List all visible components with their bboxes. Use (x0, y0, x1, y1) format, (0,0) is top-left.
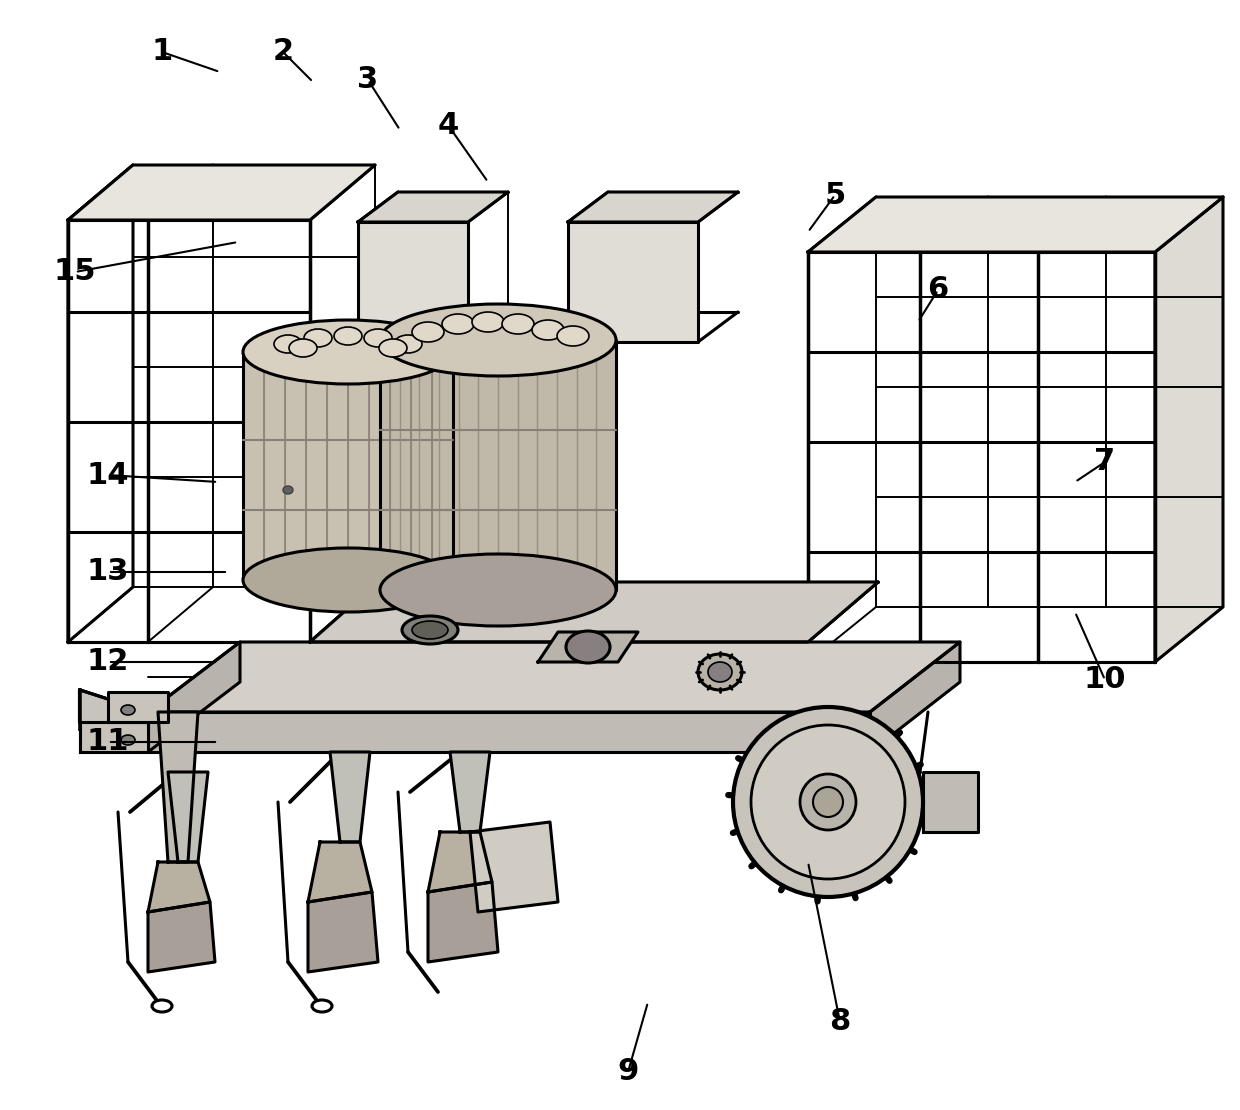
Polygon shape (870, 642, 960, 751)
Text: 9: 9 (618, 1058, 639, 1087)
Polygon shape (68, 165, 374, 220)
Polygon shape (358, 222, 467, 362)
Text: 2: 2 (273, 38, 294, 67)
Polygon shape (148, 712, 870, 751)
Ellipse shape (472, 312, 503, 332)
Polygon shape (428, 882, 498, 962)
Ellipse shape (289, 339, 317, 357)
Ellipse shape (243, 548, 453, 612)
Polygon shape (148, 642, 241, 751)
Polygon shape (167, 771, 208, 862)
Text: 11: 11 (87, 727, 129, 757)
Ellipse shape (122, 705, 135, 715)
Ellipse shape (733, 707, 923, 897)
Ellipse shape (813, 787, 843, 817)
Polygon shape (568, 222, 698, 342)
Polygon shape (1154, 196, 1223, 662)
Polygon shape (81, 690, 148, 751)
Polygon shape (68, 165, 133, 642)
Polygon shape (450, 751, 490, 832)
Ellipse shape (379, 304, 616, 376)
Ellipse shape (751, 725, 905, 879)
Polygon shape (81, 722, 148, 751)
Ellipse shape (379, 554, 616, 626)
Ellipse shape (565, 630, 610, 663)
Polygon shape (330, 751, 370, 842)
Ellipse shape (698, 654, 742, 690)
Polygon shape (568, 192, 738, 222)
Ellipse shape (274, 335, 303, 353)
Text: 3: 3 (357, 65, 378, 94)
Text: 6: 6 (928, 275, 949, 304)
Text: 4: 4 (438, 111, 459, 140)
Ellipse shape (304, 329, 332, 347)
Polygon shape (148, 862, 210, 912)
Polygon shape (808, 196, 1223, 252)
Polygon shape (310, 582, 878, 642)
Polygon shape (923, 771, 978, 832)
Ellipse shape (708, 662, 732, 682)
Ellipse shape (412, 322, 444, 342)
Ellipse shape (283, 486, 293, 494)
Polygon shape (157, 712, 198, 862)
Ellipse shape (122, 735, 135, 745)
Polygon shape (81, 690, 148, 751)
Text: 13: 13 (87, 557, 129, 586)
Text: 8: 8 (830, 1008, 851, 1037)
Ellipse shape (312, 1000, 332, 1012)
Polygon shape (358, 192, 508, 222)
Ellipse shape (365, 329, 392, 347)
Polygon shape (148, 902, 215, 972)
Polygon shape (308, 892, 378, 972)
Ellipse shape (502, 314, 534, 334)
Polygon shape (108, 692, 167, 722)
Text: 7: 7 (1095, 447, 1116, 476)
Polygon shape (808, 252, 1154, 662)
Polygon shape (428, 832, 492, 892)
Ellipse shape (441, 314, 474, 334)
Ellipse shape (379, 339, 407, 357)
Ellipse shape (334, 327, 362, 345)
Ellipse shape (557, 326, 589, 346)
Ellipse shape (402, 616, 458, 644)
Ellipse shape (412, 620, 448, 639)
Text: 10: 10 (1084, 666, 1126, 695)
Text: 14: 14 (87, 461, 129, 490)
Ellipse shape (800, 774, 856, 830)
Text: 15: 15 (53, 258, 97, 286)
Polygon shape (379, 340, 616, 591)
Text: 5: 5 (825, 181, 846, 210)
Polygon shape (538, 632, 639, 662)
Polygon shape (148, 642, 960, 712)
Ellipse shape (532, 320, 564, 340)
Ellipse shape (153, 1000, 172, 1012)
Text: 12: 12 (87, 647, 129, 676)
Text: 1: 1 (151, 38, 172, 67)
Ellipse shape (394, 335, 422, 353)
Polygon shape (243, 352, 453, 581)
Ellipse shape (243, 320, 453, 384)
Polygon shape (308, 842, 372, 902)
Polygon shape (470, 823, 558, 912)
Polygon shape (68, 220, 310, 642)
